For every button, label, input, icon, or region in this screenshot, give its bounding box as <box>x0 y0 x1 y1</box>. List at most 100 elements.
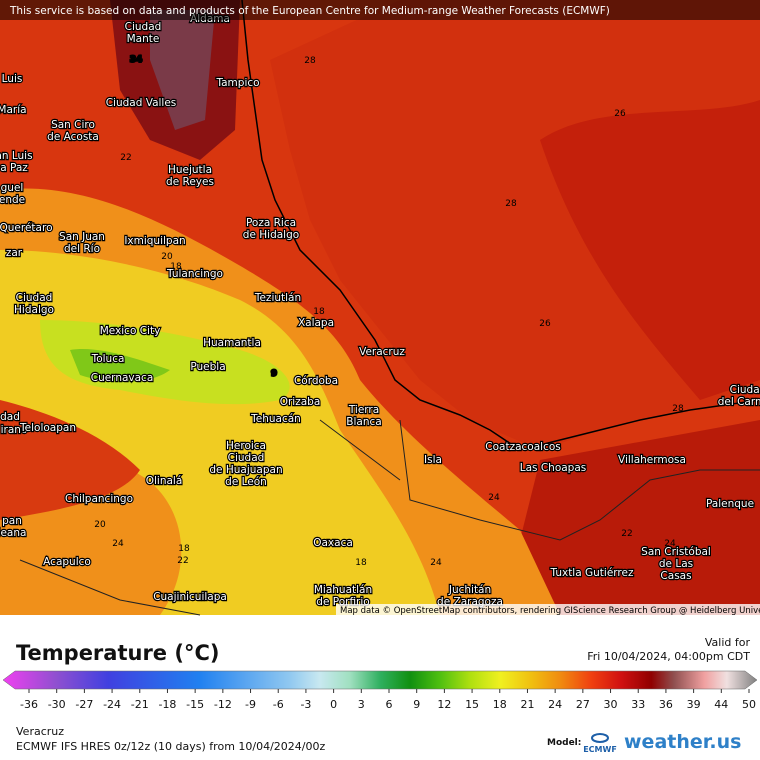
colorbar-tick-label: -18 <box>158 698 176 711</box>
place-label: dad <box>0 411 20 423</box>
brand: weather.us <box>624 731 741 753</box>
place-label: Puebla <box>190 361 225 373</box>
model-run: ECMWF IFS HRES 0z/12z (10 days) from 10/… <box>16 740 326 753</box>
contour-label: 22 <box>120 153 131 163</box>
place-label: Huamantla <box>203 337 261 349</box>
colorbar-tick-label: 50 <box>742 698 756 711</box>
legend-panel: Temperature (°C) Valid for Fri 10/04/202… <box>2 636 758 754</box>
colorbar-tick-label: -12 <box>214 698 232 711</box>
place-label: Olinalá <box>146 475 183 487</box>
warm-sea <box>540 100 760 400</box>
colorbar-tick-label: -36 <box>20 698 38 711</box>
attribution-bg <box>336 604 760 615</box>
model-label: Model: <box>547 738 581 748</box>
place-label: Isla <box>424 454 442 466</box>
contour-label: 24 <box>430 558 442 568</box>
contour-label: 26 <box>614 109 626 119</box>
place-label: del Carmen <box>718 396 760 408</box>
place-label: Las Choapas <box>520 462 587 474</box>
colorbar-tick-label: 39 <box>687 698 701 711</box>
banner-text: This service is based on data and produc… <box>9 5 610 17</box>
colorbar-tick-label: -9 <box>245 698 256 711</box>
place-label: San Cristóbal <box>641 546 711 558</box>
place-label: Oaxaca <box>313 537 353 549</box>
place-label: Teloloapan <box>19 422 76 434</box>
place-label: Casas <box>660 570 691 582</box>
place-label: Xalapa <box>298 317 334 329</box>
place-label: Toluca <box>91 353 125 365</box>
contour-label: 24 <box>664 539 676 549</box>
region: Veracruz <box>16 725 64 738</box>
coastal-area <box>0 400 140 520</box>
colorbar <box>2 670 758 690</box>
contour-label: 9 <box>271 369 277 379</box>
contour-label: 28 <box>672 404 684 414</box>
colorbar-tick-label: -21 <box>131 698 149 711</box>
place-label: Miahuatlán <box>314 584 372 596</box>
ecmwf-icon <box>591 733 609 743</box>
place-labels: AldamaCiudadManteTampicoLuisMaríaan Luis… <box>0 12 760 609</box>
colorbar-tick-label: 15 <box>465 698 479 711</box>
colorbar-tick-label: 3 <box>358 698 365 711</box>
place-label: Tierra <box>348 404 379 416</box>
contour-label: 18 <box>170 262 182 272</box>
valid-label: Valid for <box>705 636 751 649</box>
colorbar-tick-label: 44 <box>714 698 728 711</box>
colorbar-ticks: -36 -30 -27 -24 -21 -18 -15 -12 -9 -6 -3 0 3 6 9 12 15 18… <box>20 689 756 711</box>
place-label: María <box>0 104 27 116</box>
place-label: Blanca <box>346 416 381 428</box>
place-label: Cuajinicuilapa <box>153 591 227 603</box>
place-label: Juchitán <box>448 584 491 596</box>
place-label: guel <box>1 182 24 194</box>
coastline <box>241 0 760 451</box>
place-label: de Acosta <box>47 131 99 143</box>
place-label: an Luis <box>0 150 33 162</box>
valid-time: Fri 10/04/2024, 04:00pm CDT <box>587 650 750 663</box>
attribution: Map data © OpenStreetMap contributors, r… <box>340 606 760 616</box>
place-label: Poza Rica <box>246 217 296 229</box>
borders <box>19 419 760 616</box>
place-label: Coatzacoalcos <box>485 441 560 453</box>
place-label: San Juan <box>59 231 105 243</box>
contour-label: 24 <box>112 539 124 549</box>
colorbar-tick-label: 36 <box>659 698 673 711</box>
place-label: Ciudad <box>228 452 265 464</box>
map: AldamaCiudadManteTampicoLuisMaríaan Luis… <box>0 0 760 616</box>
contour-label: 22 <box>177 556 188 566</box>
legend-title: Temperature (°C) <box>16 641 219 665</box>
place-label: Tehuacán <box>250 413 301 425</box>
colorbar-tick-label: -24 <box>103 698 121 711</box>
contour-label: 24 <box>488 493 500 503</box>
colorbar-tick-label: 9 <box>413 698 420 711</box>
place-label: de Hidalgo <box>243 229 299 241</box>
place-label: Cuernavaca <box>91 372 154 384</box>
contour-label: 18 <box>355 558 367 568</box>
place-label: Córdoba <box>294 375 338 387</box>
place-label: Ciudad <box>16 292 53 304</box>
colorbar-tick-label: 6 <box>386 698 393 711</box>
model-logo: ECMWF <box>583 745 617 754</box>
place-label: Ciudad Valles <box>106 97 177 109</box>
place-label: Heroica <box>226 440 266 452</box>
contour-label: 26 <box>539 319 551 329</box>
colorbar-tick-label: -15 <box>186 698 204 711</box>
place-label: Villahermosa <box>618 454 686 466</box>
place-label: San Ciro <box>51 119 95 131</box>
gulf-area <box>270 0 760 450</box>
colorbar-tick-label: 33 <box>631 698 645 711</box>
place-label: Veracruz <box>359 346 405 358</box>
place-label: Chilpancingo <box>65 493 133 505</box>
place-label: Ixmiquilpan <box>124 235 185 247</box>
colorbar-tick-label: -30 <box>48 698 66 711</box>
contour-label: 22 <box>621 529 632 539</box>
place-label: Tulancingo <box>166 268 223 280</box>
banner-bar <box>0 0 760 20</box>
coolest-area <box>70 349 170 382</box>
hottest-area <box>150 10 215 130</box>
place-label: del Río <box>64 243 100 255</box>
place-label: de León <box>225 476 267 488</box>
place-label: Huejutla <box>168 164 212 176</box>
contour-label: 18 <box>313 307 325 317</box>
